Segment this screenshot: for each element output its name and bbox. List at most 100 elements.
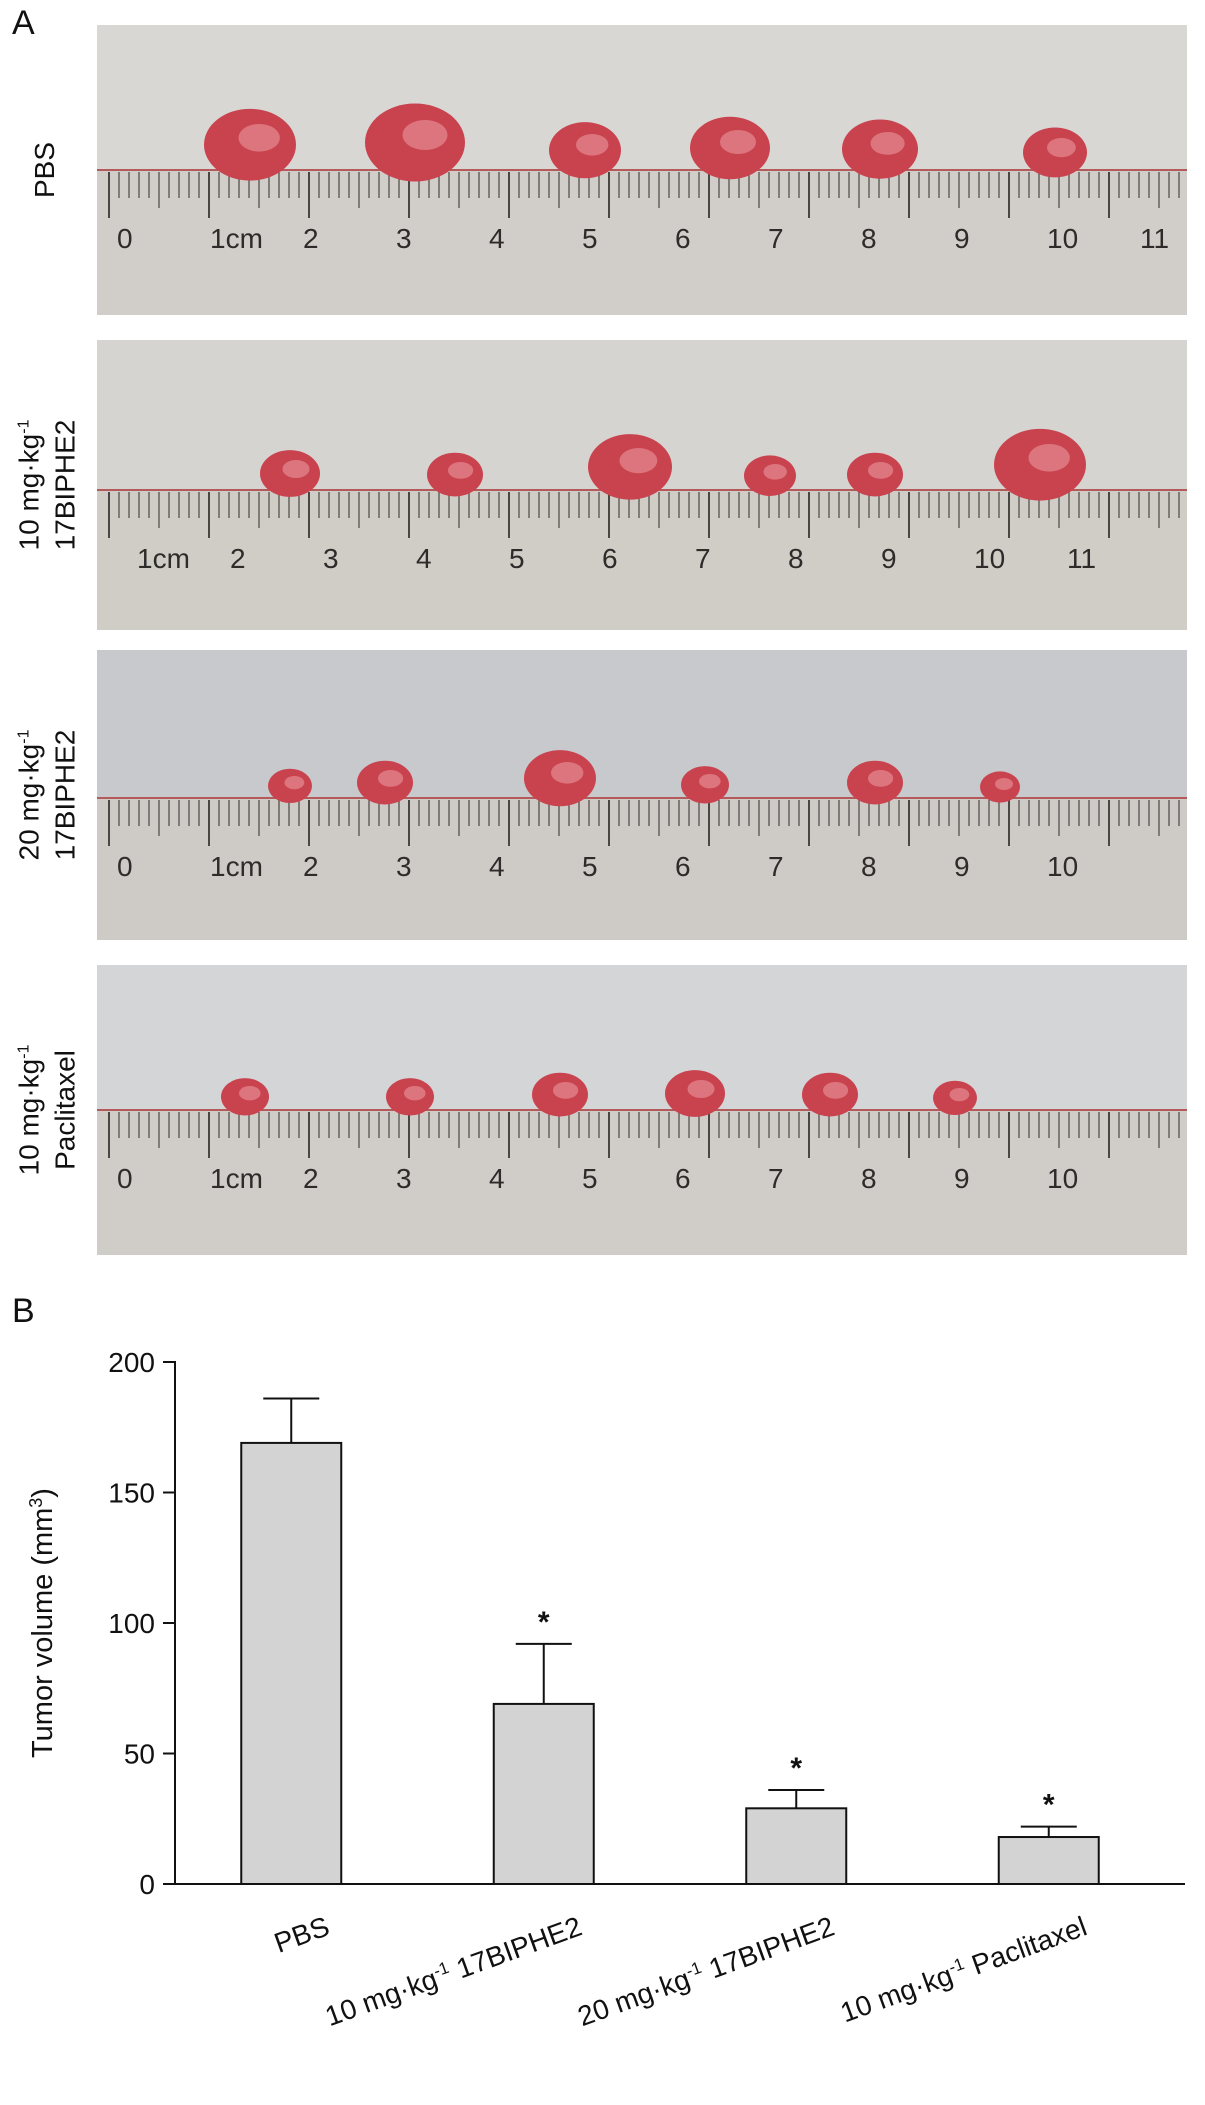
tumor-highlight bbox=[284, 776, 305, 790]
ruler bbox=[97, 490, 1187, 630]
ruler-number: 7 bbox=[768, 851, 784, 882]
row-label: 10 mg·kg-1 Paclitaxel bbox=[0, 965, 90, 1255]
row-label-text: PBS bbox=[29, 141, 60, 199]
y-tick-label: 50 bbox=[124, 1739, 155, 1770]
row-label: PBS bbox=[0, 25, 90, 315]
ruler-number: 6 bbox=[602, 543, 618, 574]
tumor-highlight bbox=[995, 778, 1013, 790]
y-tick-label: 200 bbox=[108, 1347, 155, 1378]
category-label: 10 mg·kg-1 17BIPHE2 bbox=[321, 1911, 586, 2033]
bar bbox=[745, 1807, 848, 1885]
tumor-highlight bbox=[720, 130, 756, 154]
ruler-number: 2 bbox=[303, 223, 319, 254]
tumor-photo: 0 1cm 2 3 4 5 6 7 8 9 10 bbox=[97, 965, 1187, 1255]
tumor-volume-bar-chart: 0 50 100 150 200 Tumor volume (mm3) PBS * 10 mg·… bbox=[26, 1347, 1185, 2033]
row-label-superscript: -1 bbox=[15, 1044, 33, 1059]
row-label-text: 10 mg·kg bbox=[13, 433, 45, 551]
row-label: 20 mg·kg-1 17BIPHE2 bbox=[0, 650, 90, 940]
row-label-text: 20 mg·kg bbox=[13, 743, 45, 861]
ruler-number: 9 bbox=[881, 543, 897, 574]
tumor-highlight bbox=[619, 448, 658, 474]
ruler-number: 5 bbox=[582, 223, 598, 254]
tumor-highlight bbox=[238, 124, 280, 152]
ruler-number: 2 bbox=[303, 851, 319, 882]
tumor-photo: 1cm 2 3 4 5 6 7 8 9 10 11 bbox=[97, 340, 1187, 630]
bar bbox=[492, 1702, 595, 1885]
row-label-text: Paclitaxel bbox=[49, 1050, 81, 1170]
category-label: 10 mg·kg-1 Paclitaxel bbox=[836, 1911, 1090, 2029]
tumor-highlight bbox=[763, 464, 787, 480]
category-label: 20 mg·kg-1 17BIPHE2 bbox=[574, 1911, 839, 2033]
tumor-highlight bbox=[402, 120, 448, 150]
photo-row: 10 mg·kg-1 17BIPHE2 1cm 2 3 4 5 6 7 8 9 10 11 bbox=[0, 340, 1205, 630]
y-tick-label: 100 bbox=[108, 1608, 155, 1639]
ruler-number: 7 bbox=[695, 543, 711, 574]
tumor-photo: 0 1cm 2 3 4 5 6 7 8 9 10 bbox=[97, 650, 1187, 940]
significance-marker: * bbox=[1043, 1789, 1055, 1822]
photo-row: PBS 0 1cm 2 3 4 5 6 7 8 9 10 11 bbox=[0, 25, 1205, 315]
category-label: PBS bbox=[270, 1911, 333, 1959]
tumor-photo-image: 0 1cm 2 3 4 5 6 7 8 9 10 11 bbox=[97, 25, 1187, 315]
y-axis-label: Tumor volume (mm3) bbox=[26, 1488, 59, 1758]
ruler-number: 10 bbox=[974, 543, 1005, 574]
ruler-number: 10 bbox=[1047, 1163, 1078, 1194]
tumor-photo: 0 1cm 2 3 4 5 6 7 8 9 10 11 bbox=[97, 25, 1187, 315]
tumor-photo-image: 0 1cm 2 3 4 5 6 7 8 9 10 bbox=[97, 650, 1187, 940]
ruler-number: 1cm bbox=[210, 1163, 263, 1194]
ruler-number: 3 bbox=[396, 851, 412, 882]
ruler-number: 4 bbox=[489, 1163, 505, 1194]
ruler-number: 9 bbox=[954, 851, 970, 882]
tumor-highlight bbox=[282, 460, 310, 478]
row-label-text: 17BIPHE2 bbox=[49, 729, 81, 861]
tumor-highlight bbox=[870, 132, 905, 155]
ruler-number: 4 bbox=[416, 543, 432, 574]
ruler-number: 10 bbox=[1047, 851, 1078, 882]
tumor-highlight bbox=[687, 1080, 715, 1098]
tumor-photo-image: 1cm 2 3 4 5 6 7 8 9 10 11 bbox=[97, 340, 1187, 630]
significance-marker: * bbox=[538, 1606, 550, 1639]
ruler-number: 1cm bbox=[210, 223, 263, 254]
row-label: 10 mg·kg-1 17BIPHE2 bbox=[0, 340, 90, 630]
tumor-highlight bbox=[553, 1082, 579, 1099]
ruler-number: 7 bbox=[768, 1163, 784, 1194]
ruler-number: 6 bbox=[675, 851, 691, 882]
row-label-text: 17BIPHE2 bbox=[49, 419, 81, 551]
ruler-number: 5 bbox=[582, 1163, 598, 1194]
ruler-number: 3 bbox=[323, 543, 339, 574]
tumor-highlight bbox=[823, 1082, 849, 1099]
ruler-number: 2 bbox=[303, 1163, 319, 1194]
ruler-number: 9 bbox=[954, 223, 970, 254]
ruler-number: 1cm bbox=[137, 543, 190, 574]
row-label-text: 10 mg·kg bbox=[13, 1058, 45, 1176]
panel-a-letter: A bbox=[12, 4, 35, 42]
bar bbox=[997, 1836, 1100, 1886]
tumor-highlight bbox=[404, 1086, 426, 1101]
ruler-number: 0 bbox=[117, 1163, 133, 1194]
ruler-number: 3 bbox=[396, 223, 412, 254]
row-label-superscript: -1 bbox=[15, 419, 33, 434]
significance-marker: * bbox=[790, 1752, 802, 1785]
tumor-highlight bbox=[868, 462, 894, 479]
ruler-number: 11 bbox=[1140, 223, 1169, 254]
bar bbox=[240, 1441, 343, 1885]
ruler-number: 2 bbox=[230, 543, 246, 574]
ruler-number: 6 bbox=[675, 1163, 691, 1194]
ruler-number: 5 bbox=[509, 543, 525, 574]
tumor-highlight bbox=[699, 774, 721, 789]
tumor-highlight bbox=[551, 762, 584, 784]
tumor-highlight bbox=[1028, 444, 1070, 472]
ruler-number: 8 bbox=[861, 1163, 877, 1194]
ruler-number: 8 bbox=[788, 543, 804, 574]
tumor-highlight bbox=[378, 770, 404, 787]
tumor-highlight bbox=[949, 1088, 970, 1102]
photo-row: 10 mg·kg-1 Paclitaxel 0 1cm 2 3 4 5 6 7 8 9 10 bbox=[0, 965, 1205, 1255]
ruler-number: 0 bbox=[117, 223, 133, 254]
tumor-highlight bbox=[576, 134, 609, 156]
tumor-highlight bbox=[1047, 138, 1076, 158]
tumor-photo-image: 0 1cm 2 3 4 5 6 7 8 9 10 bbox=[97, 965, 1187, 1255]
ruler-number: 10 bbox=[1047, 223, 1078, 254]
y-tick-label: 0 bbox=[139, 1869, 155, 1900]
ruler-number: 11 bbox=[1067, 543, 1096, 574]
ruler-number: 7 bbox=[768, 223, 784, 254]
tumor-highlight bbox=[239, 1086, 261, 1101]
